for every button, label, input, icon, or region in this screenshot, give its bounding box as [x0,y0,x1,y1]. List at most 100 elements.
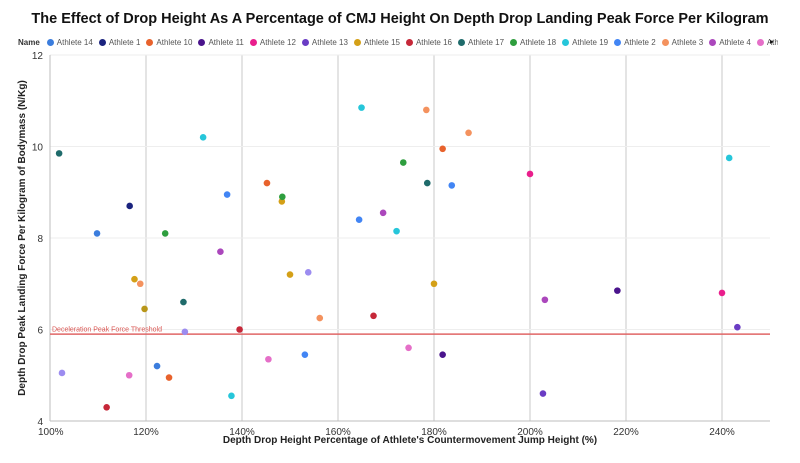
data-point[interactable] [153,362,161,370]
data-point[interactable] [301,351,309,358]
data-point[interactable] [228,392,235,400]
legend-title: Name [18,37,40,47]
data-point[interactable] [541,296,549,304]
legend-item[interactable]: Athlete 2 [614,38,656,47]
legend-label: Athlete 4 [719,37,751,47]
y-tick-label: 12 [32,51,44,62]
data-point[interactable] [393,227,400,235]
legend-scroll-arrow-icon[interactable]: ▸ [770,37,775,46]
data-point[interactable] [161,230,169,237]
legend-item[interactable]: Athlete 5 [756,37,778,47]
legend-marker-icon [510,38,518,46]
legend-item[interactable]: Athlete 10 [146,38,192,47]
legend-item[interactable]: Athlete 4 [709,38,751,47]
data-point[interactable] [448,182,456,189]
data-point[interactable] [136,280,144,288]
data-point[interactable] [263,179,271,187]
legend-item[interactable]: Athlete 18 [510,38,556,47]
legend-item[interactable]: Athlete 1 [98,38,140,47]
legend-marker-icon [353,38,361,46]
data-point[interactable] [725,154,733,162]
data-point[interactable] [539,390,547,397]
legend-label: Athlete 12 [259,37,296,47]
legend-item[interactable]: Athlete 11 [198,38,244,47]
data-point[interactable] [93,230,101,237]
x-axis-title: Depth Drop Height Percentage of Athlete'… [223,435,597,446]
legend-marker-icon [614,38,622,46]
legend-marker-icon [249,38,257,46]
data-point[interactable] [223,191,231,198]
data-point[interactable] [439,351,446,358]
legend-label: Athlete 15 [363,37,400,47]
legend-label: Athlete 10 [156,37,193,47]
data-point[interactable] [55,150,63,157]
data-point[interactable] [734,323,741,331]
legend-item[interactable]: Athlete 15 [353,37,400,47]
ticks-layer: 100% 120% 140% 160% 180% 200% 220% 240% 4 6 8 10 12 [32,51,735,438]
data-point[interactable] [405,344,412,352]
data-point[interactable] [316,314,324,322]
data-point[interactable] [718,289,726,297]
data-point[interactable] [131,275,138,283]
data-point[interactable] [358,104,365,111]
legend-item[interactable]: Athlete 19 [562,38,608,47]
legend-label: Athlete 13 [311,37,348,47]
legend-marker-icon [146,38,154,46]
y-tick-label: 4 [37,417,43,428]
data-point[interactable] [125,371,133,379]
legend-marker-icon [458,38,465,46]
legend-marker-icon [405,38,413,46]
data-point[interactable] [58,369,66,377]
grid-layer [49,54,770,422]
data-point[interactable] [286,271,294,278]
y-tick-label: 6 [37,326,43,337]
legend-marker-icon [98,38,106,46]
data-point[interactable] [180,298,187,306]
y-tick-label: 8 [37,234,43,245]
legend-label: Athlete 18 [520,37,557,47]
y-axis-title: Depth Drop Peak Landing Force Per Kilogr… [17,80,28,396]
data-point[interactable] [526,170,534,178]
data-point[interactable] [265,355,272,363]
data-point[interactable] [126,202,133,210]
data-point[interactable] [304,269,312,276]
data-point[interactable] [165,374,173,381]
legend-item[interactable]: Athlete 12 [249,37,296,47]
data-point[interactable] [423,179,431,187]
x-tick-label: 200% [517,427,543,438]
legend-item[interactable]: Athlete 3 [661,37,704,47]
legend-label: Athlete 3 [671,37,704,47]
threshold-label: Deceleration Peak Force Threshold [52,327,162,334]
data-point[interactable] [430,280,438,288]
data-point[interactable] [199,134,207,141]
legend-marker-icon [301,38,309,46]
legend-label: Athlete 5 [766,37,778,47]
data-point[interactable] [379,209,387,217]
data-point[interactable] [217,248,224,256]
x-tick-label: 240% [709,427,735,438]
legend-item[interactable]: Athlete 17 [458,38,504,47]
data-point[interactable] [370,312,377,320]
points-layer [55,104,741,411]
legend-item[interactable]: Athlete 16 [405,37,452,47]
data-point[interactable] [423,106,430,114]
x-tick-label: 220% [613,427,639,438]
data-point[interactable] [614,287,621,294]
data-point[interactable] [236,326,243,333]
data-point[interactable] [355,216,363,223]
legend-label: Athlete 16 [415,37,452,47]
legend-item[interactable]: Athlete 14 [46,38,93,47]
data-point[interactable] [399,159,407,166]
data-point[interactable] [103,403,110,411]
data-point[interactable] [279,193,286,201]
data-point[interactable] [465,129,472,137]
legend-marker-icon [198,38,206,46]
data-point[interactable] [181,328,189,336]
data-point[interactable] [439,145,446,153]
legend-item[interactable]: Athlete 13 [301,37,348,47]
legend-marker-icon [756,38,764,46]
x-tick-label: 100% [38,427,64,438]
data-point[interactable] [141,305,148,313]
legend-label: Athlete 17 [468,37,505,47]
